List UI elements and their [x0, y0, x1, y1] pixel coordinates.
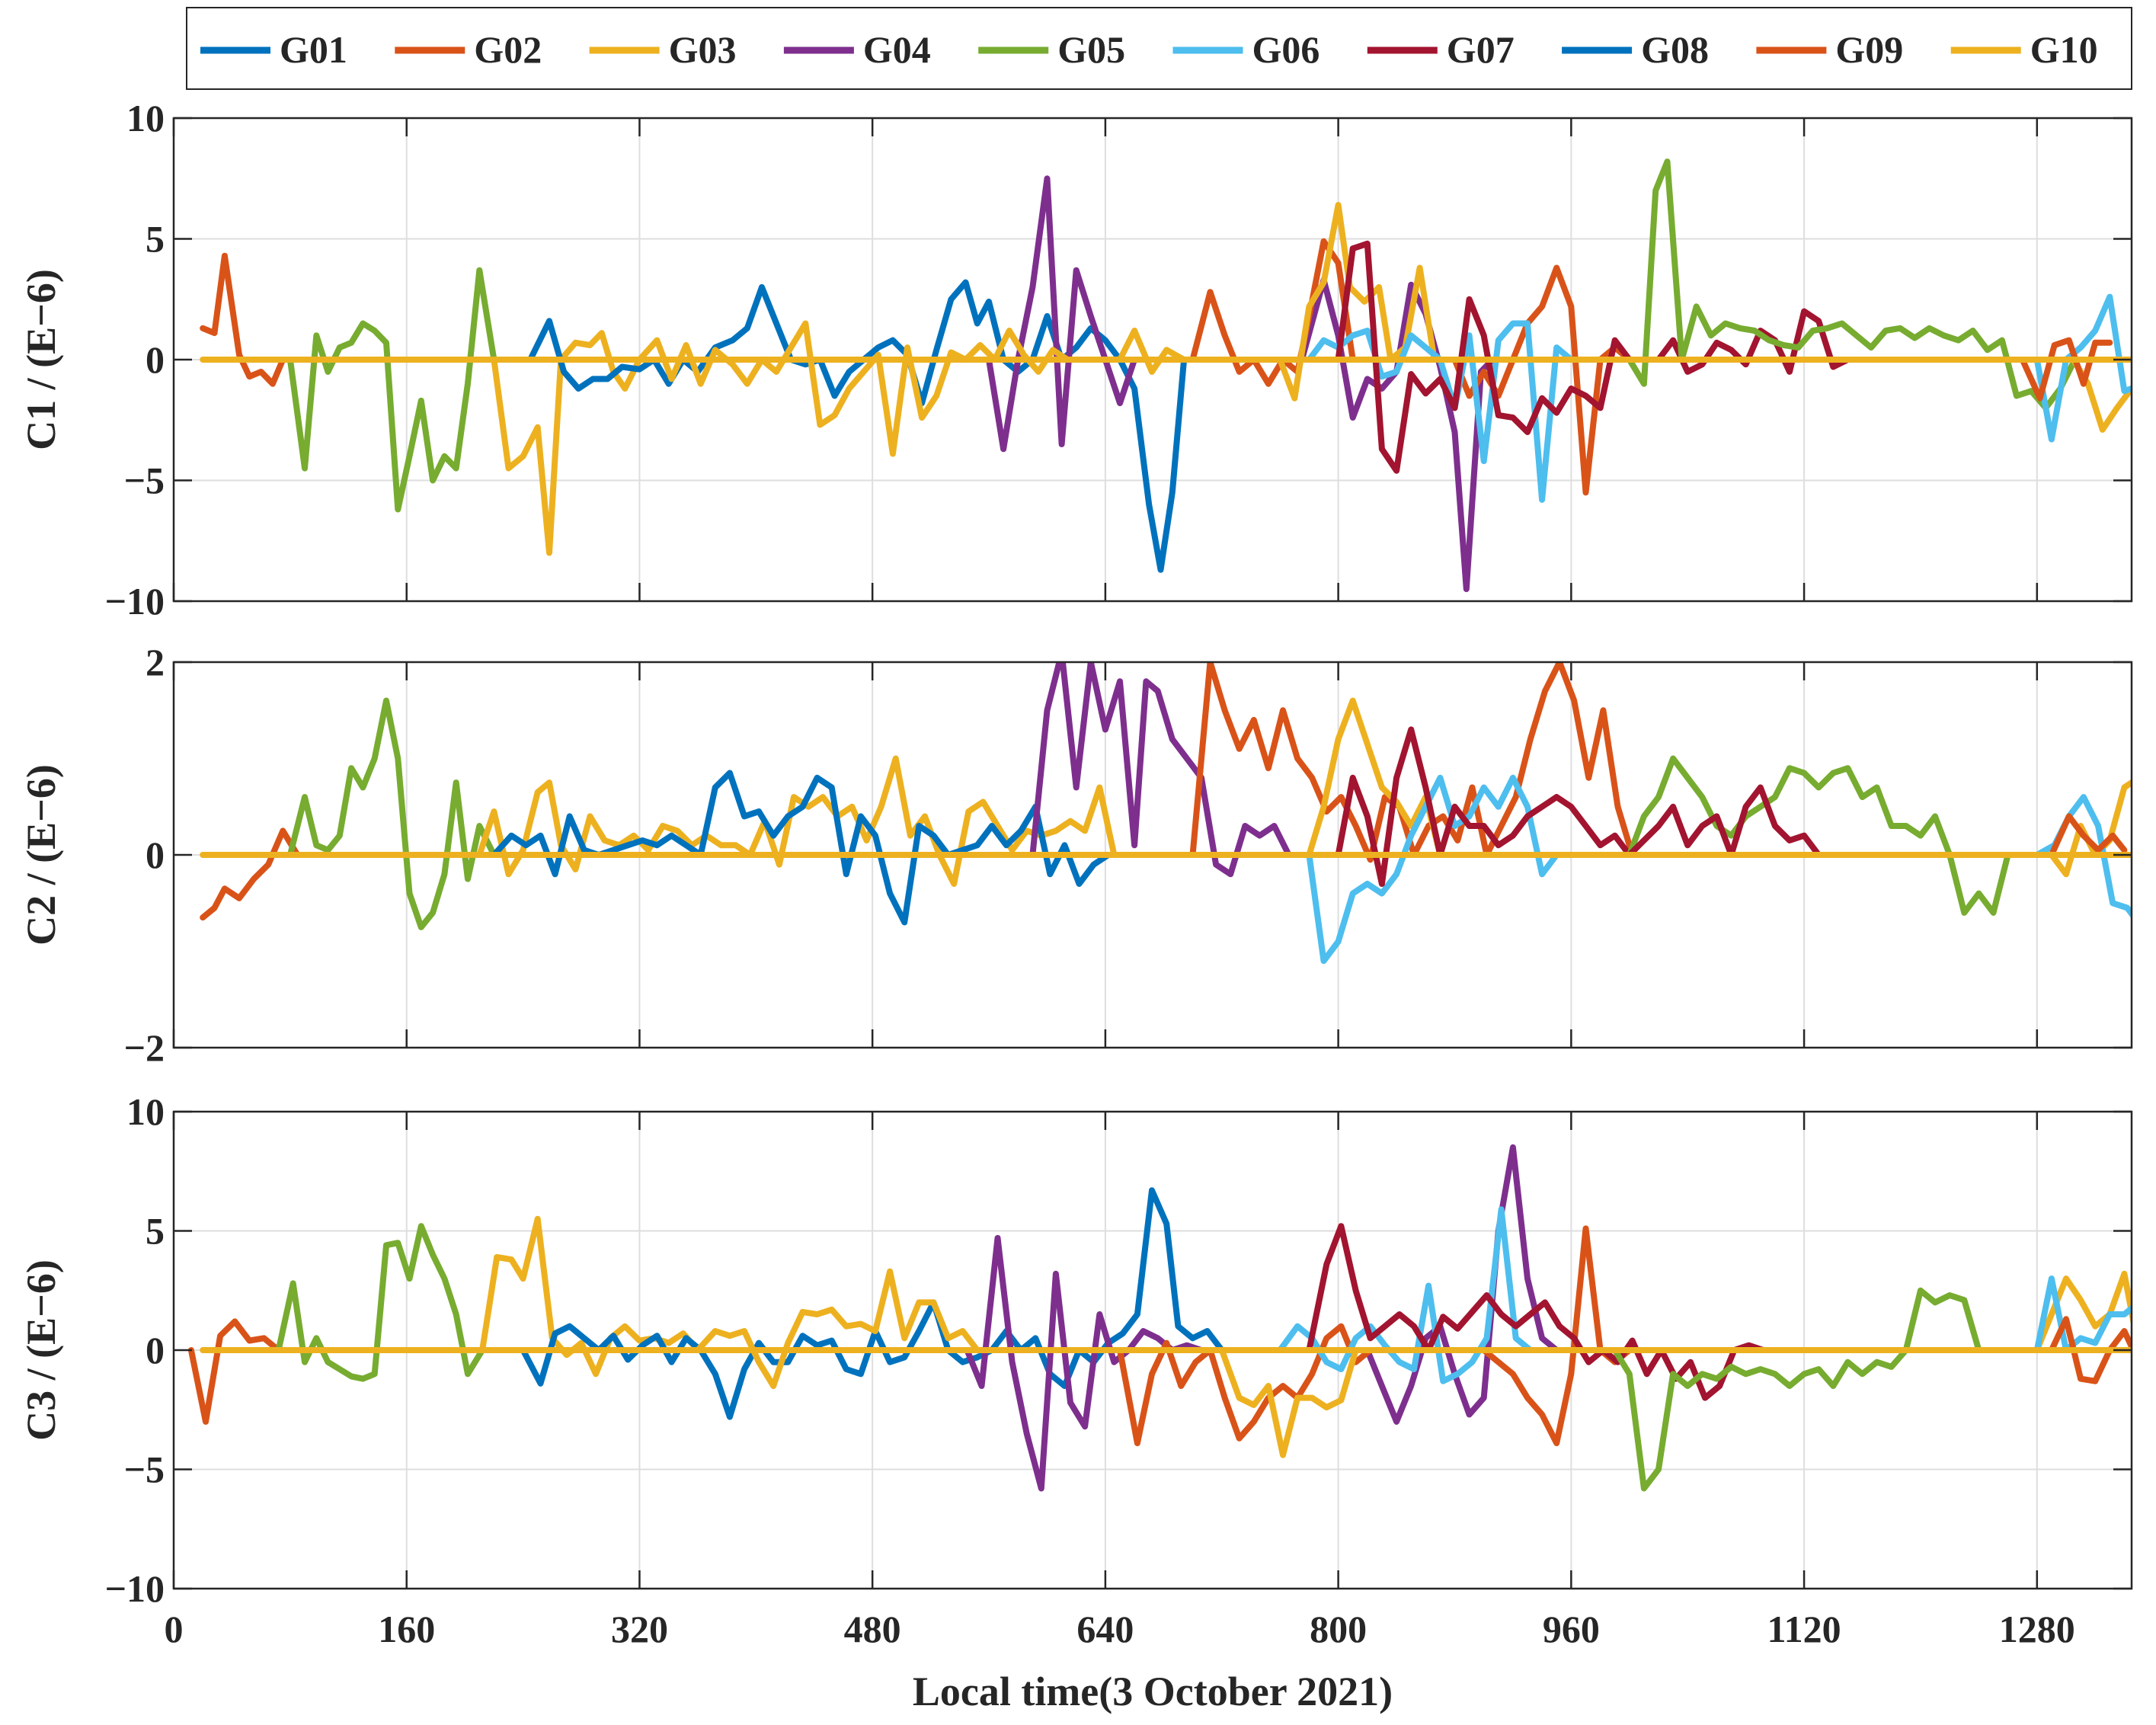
legend-label-g06: G06: [1252, 28, 1320, 71]
panel-2: 2 0 −2 C2 / (E−6): [18, 641, 2133, 1069]
legend-label-g04: G04: [863, 28, 931, 71]
y-tick-label: 5: [146, 1210, 165, 1253]
series-line-g03: [694, 1268, 980, 1389]
series-line-g02: [200, 252, 2055, 387]
y-axis-label: C1 / (E−6): [18, 269, 64, 450]
series-line-g05: [275, 1223, 486, 1382]
legend-label-g08: G08: [1641, 28, 1709, 71]
series-group: [187, 1144, 2132, 1492]
series-line-g05: [286, 267, 497, 513]
series-line-g05: [286, 697, 497, 930]
y-tick-label: 10: [126, 97, 165, 139]
y-tick-label: 0: [146, 1329, 165, 1371]
series-line-g06: [2033, 1275, 2132, 1353]
x-tick-label: 480: [844, 1608, 901, 1650]
legend: G01 G02 G03 G04 G05 G06 G07 G08 G09 G10: [186, 7, 2132, 90]
y-tick-label: −5: [124, 1448, 165, 1491]
series-line-g03: [1306, 697, 1444, 858]
series-line-g09: [1117, 1225, 1633, 1447]
x-tick-label: 0: [165, 1608, 184, 1650]
legend-label-g05: G05: [1057, 28, 1125, 71]
y-tick-label: 5: [146, 218, 165, 261]
series-group: [200, 158, 2132, 593]
series-line-g02: [200, 827, 301, 921]
y-tick-label: 10: [126, 1090, 165, 1133]
series-line-g06: [1306, 774, 1560, 965]
y-tick-label: 0: [146, 834, 165, 876]
legend-label-g03: G03: [669, 28, 737, 71]
series-line-g02: [2019, 337, 2113, 402]
series-group: [200, 662, 2132, 965]
x-tick-label: 640: [1076, 1608, 1134, 1650]
panel-1: 10 5 0 −5 −10 C1 / (E−6): [18, 97, 2133, 622]
series-line-g10: [2033, 1270, 2132, 1353]
x-axis-label: Local time(3 October 2021): [913, 1669, 1393, 1714]
series-line-g07: [1335, 726, 1633, 887]
legend-label-g02: G02: [474, 28, 542, 71]
series-line-g09: [2048, 1316, 2132, 1384]
y-tick-label: −10: [105, 1567, 165, 1610]
panel-3: 10 5 0 −5 −10 C3 / (E−6): [18, 1090, 2133, 1610]
y-tick-label: −5: [124, 459, 165, 502]
series-line-g06: [1277, 1206, 1534, 1384]
series-line-g01: [527, 279, 1188, 573]
legend-label-g09: G09: [1835, 28, 1903, 71]
series-line-g05: [1611, 1287, 1982, 1492]
series-line-g04: [964, 1144, 1560, 1492]
x-tick-label: 320: [611, 1608, 668, 1650]
y-tick-label: 0: [146, 338, 165, 381]
y-axis-label: C3 / (E−6): [18, 1259, 64, 1441]
series-line-g03: [636, 320, 1071, 457]
legend-label-g01: G01: [280, 28, 347, 71]
series-line-g09: [2048, 813, 2128, 858]
legend-label-g07: G07: [1447, 28, 1515, 71]
series-line-g07: [1306, 1223, 1767, 1401]
x-tick-label: 960: [1543, 1608, 1600, 1650]
series-line-g10: [2070, 357, 2132, 433]
y-tick-label: −2: [124, 1026, 165, 1069]
series-line-g06: [2033, 293, 2132, 443]
x-tick-label: 1280: [1999, 1608, 2075, 1650]
series-line-g05: [1626, 158, 2078, 411]
series-line-g04: [1029, 662, 1292, 878]
series-line-g05: [1626, 755, 2011, 916]
legend-label-g10: G10: [2030, 28, 2098, 71]
series-line-g10: [2048, 779, 2132, 878]
series-line-g03: [1218, 1347, 1359, 1458]
x-tick-label: 1120: [1767, 1608, 1841, 1650]
y-tick-label: 2: [146, 641, 165, 683]
series-line-g07: [1335, 240, 1851, 474]
x-tick-label: 800: [1310, 1608, 1367, 1650]
y-axis-label: C2 / (E−6): [18, 764, 64, 946]
x-tick-label: 160: [378, 1608, 435, 1650]
series-line-g02: [187, 1318, 282, 1425]
y-tick-label: −10: [105, 580, 165, 622]
